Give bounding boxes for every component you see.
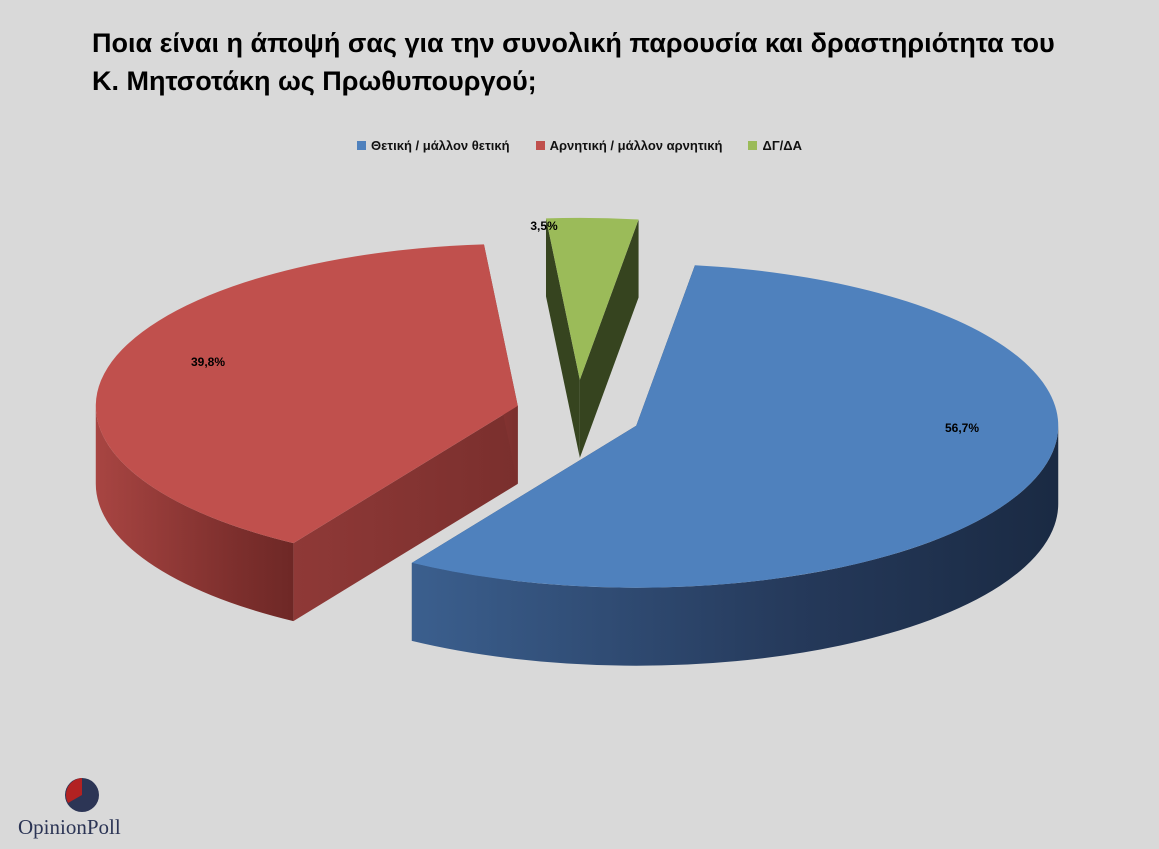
slice-top-negative (95, 244, 518, 544)
logo-text: OpinionPoll (18, 815, 121, 840)
legend-swatch-negative (535, 141, 545, 150)
data-label-dkna: 3,5% (530, 219, 558, 233)
logo-circle-icon (65, 778, 99, 812)
slice-wall-dkna-1 (579, 219, 639, 458)
slice-side-negative (95, 405, 294, 622)
slice-top-dkna (545, 217, 639, 380)
legend-label-positive: Θετική / μάλλον θετική (371, 138, 510, 153)
logo-word-opinion: Opinion (18, 815, 87, 839)
pie-slice-negative (95, 244, 518, 622)
pie-slice-positive (411, 265, 1059, 666)
slice-wall-dkna-0 (545, 218, 580, 458)
data-label-negative: 39,8% (191, 355, 225, 369)
chart-title-line1: Ποια είναι η άποψή σας για την συνολική … (92, 28, 1055, 58)
pie-data-labels: 56,7% 39,8% 3,5% (191, 219, 979, 435)
logo-word-poll: Poll (86, 815, 121, 839)
legend-swatch-dkna (748, 141, 758, 150)
legend-label-dkna: ΔΓ/ΔΑ (762, 138, 802, 153)
legend-label-negative: Αρνητική / μάλλον αρνητική (549, 138, 723, 153)
chart-title: Ποια είναι η άποψή σας για την συνολική … (92, 24, 1092, 100)
slice-side-positive (411, 425, 1059, 666)
legend-item-dkna: ΔΓ/ΔΑ (748, 138, 802, 153)
opinionpoll-logo: OpinionPoll (18, 770, 168, 845)
pie-slices (95, 217, 1059, 666)
pie-slice-dkna (545, 217, 639, 458)
data-label-positive: 56,7% (945, 421, 979, 435)
legend-item-negative: Αρνητική / μάλλον αρνητική (535, 138, 723, 153)
slice-top-positive (411, 265, 1059, 588)
slice-wall-negative-0 (293, 405, 518, 622)
chart-title-line2: Κ. Μητσοτάκη ως Πρωθυπουργού; (92, 66, 537, 96)
legend-swatch-positive (357, 141, 367, 150)
chart-legend: Θετική / μάλλον θετική Αρνητική / μάλλον… (0, 138, 1159, 153)
legend-item-positive: Θετική / μάλλον θετική (357, 138, 510, 153)
